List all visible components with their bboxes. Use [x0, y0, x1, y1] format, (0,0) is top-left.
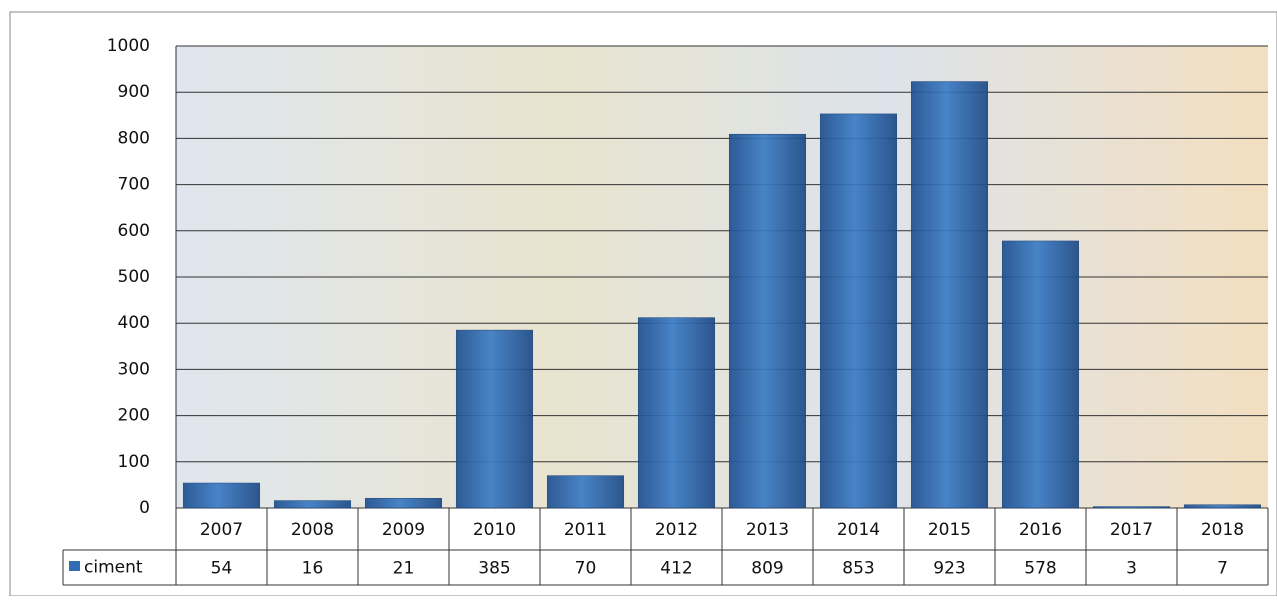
bar	[274, 501, 350, 508]
table-value: 3	[1126, 559, 1137, 579]
table-value: 809	[751, 559, 783, 579]
table-value: 578	[1024, 559, 1056, 579]
table-value: 853	[842, 559, 874, 579]
table-value: 70	[575, 559, 597, 579]
y-tick-label: 500	[118, 267, 150, 287]
y-tick-label: 200	[118, 406, 150, 426]
y-tick-label: 700	[118, 175, 150, 195]
table-value: 54	[211, 559, 233, 579]
page: {"chart_data": {"type": "bar", "categori…	[0, 0, 1277, 596]
x-tick-label: 2012	[655, 520, 698, 540]
y-tick-label: 800	[118, 128, 150, 148]
y-tick-label: 400	[118, 313, 150, 333]
bar	[547, 476, 623, 508]
bar	[729, 134, 805, 508]
table-value: 385	[478, 559, 510, 579]
table-value: 21	[393, 559, 415, 579]
y-tick-label: 600	[118, 221, 150, 241]
bar	[456, 330, 532, 508]
y-tick-label: 0	[139, 498, 150, 518]
y-tick-label: 1000	[107, 36, 150, 56]
bar	[183, 483, 259, 508]
x-tick-label: 2011	[564, 520, 607, 540]
bar	[820, 114, 896, 508]
legend-label: ciment	[84, 558, 143, 578]
bar	[638, 318, 714, 508]
table-value: 16	[302, 559, 324, 579]
x-tick-label: 2013	[746, 520, 789, 540]
bar	[365, 498, 441, 508]
x-tick-label: 2015	[928, 520, 971, 540]
x-tick-label: 2014	[837, 520, 880, 540]
x-tick-label: 2007	[200, 520, 243, 540]
bar	[911, 82, 987, 508]
x-tick-label: 2008	[291, 520, 334, 540]
y-tick-label: 300	[118, 359, 150, 379]
table-value: 923	[933, 559, 965, 579]
bar	[1093, 507, 1169, 508]
bar	[1002, 241, 1078, 508]
x-tick-label: 2016	[1019, 520, 1062, 540]
x-tick-label: 2010	[473, 520, 516, 540]
chart: 0 100 200 300 400 500 600 700 800 900 1000 ciment 54…	[0, 0, 1277, 596]
bar	[1184, 505, 1260, 508]
y-tick-label: 100	[118, 452, 150, 472]
y-tick-label: 900	[118, 82, 150, 102]
table-value: 412	[660, 559, 692, 579]
legend-swatch	[69, 561, 80, 571]
x-tick-label: 2017	[1110, 520, 1153, 540]
x-tick-label: 2009	[382, 520, 425, 540]
x-tick-label: 2018	[1201, 520, 1244, 540]
table-value: 7	[1217, 559, 1228, 579]
